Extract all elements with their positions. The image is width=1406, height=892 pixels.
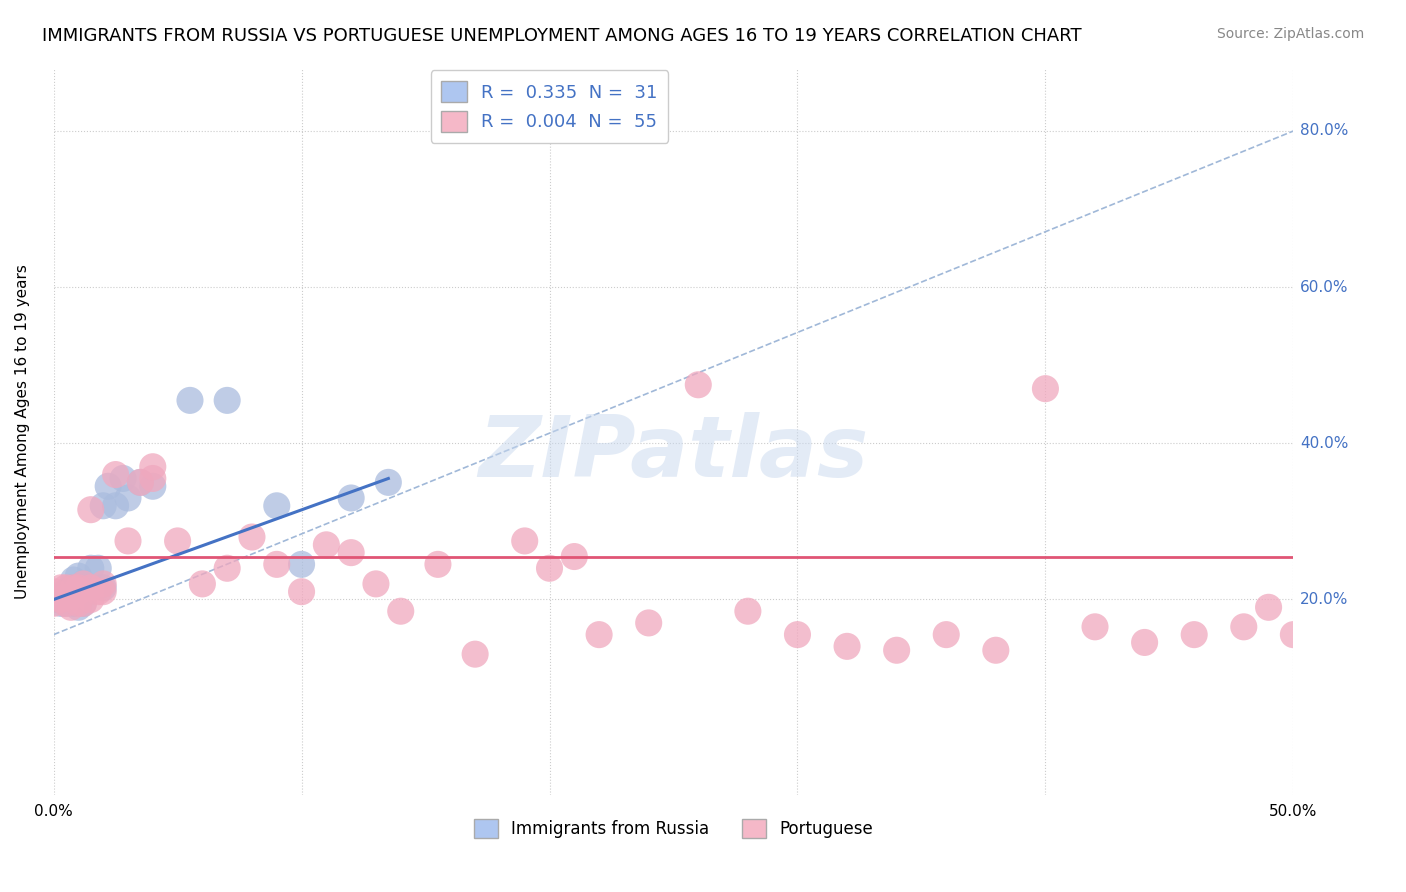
Point <box>62 573 84 587</box>
Point <box>59 581 82 595</box>
Point <box>80 581 103 595</box>
Point <box>786 627 808 641</box>
Point <box>364 577 387 591</box>
Point <box>80 561 103 575</box>
Point <box>737 604 759 618</box>
Point <box>67 600 90 615</box>
Point <box>49 581 72 595</box>
Point <box>290 584 312 599</box>
Point <box>55 581 77 595</box>
Point <box>42 592 65 607</box>
Point <box>67 581 90 595</box>
Point <box>290 558 312 572</box>
Point <box>217 561 239 575</box>
Point <box>104 499 127 513</box>
Point <box>97 479 120 493</box>
Point <box>217 393 239 408</box>
Point <box>59 600 82 615</box>
Point <box>87 561 110 575</box>
Point <box>80 581 103 595</box>
Point <box>59 584 82 599</box>
Point <box>835 640 858 654</box>
Point <box>1282 627 1305 641</box>
Point <box>80 592 103 607</box>
Point <box>72 577 94 591</box>
Point <box>129 475 152 490</box>
Point <box>91 581 114 595</box>
Point <box>562 549 585 564</box>
Point <box>112 471 135 485</box>
Point <box>72 596 94 610</box>
Point <box>142 479 165 493</box>
Point <box>1035 382 1057 396</box>
Point <box>191 577 214 591</box>
Point <box>80 502 103 516</box>
Text: 80.0%: 80.0% <box>1301 123 1348 138</box>
Point <box>55 596 77 610</box>
Point <box>389 604 412 618</box>
Text: ZIPatlas: ZIPatlas <box>478 412 869 495</box>
Point <box>1257 600 1279 615</box>
Legend: Immigrants from Russia, Portuguese: Immigrants from Russia, Portuguese <box>468 812 879 845</box>
Point <box>67 569 90 583</box>
Point <box>886 643 908 657</box>
Point <box>984 643 1007 657</box>
Point <box>588 627 610 641</box>
Point <box>67 596 90 610</box>
Point <box>240 530 263 544</box>
Point <box>67 584 90 599</box>
Text: 60.0%: 60.0% <box>1301 280 1348 294</box>
Point <box>340 546 363 560</box>
Point <box>464 647 486 661</box>
Point <box>42 596 65 610</box>
Point <box>72 596 94 610</box>
Point <box>67 581 90 595</box>
Text: IMMIGRANTS FROM RUSSIA VS PORTUGUESE UNEMPLOYMENT AMONG AGES 16 TO 19 YEARS CORR: IMMIGRANTS FROM RUSSIA VS PORTUGUESE UNE… <box>42 27 1081 45</box>
Point <box>935 627 957 641</box>
Point <box>1084 620 1107 634</box>
Point <box>142 459 165 474</box>
Y-axis label: Unemployment Among Ages 16 to 19 years: Unemployment Among Ages 16 to 19 years <box>15 264 30 599</box>
Text: 20.0%: 20.0% <box>1301 592 1348 607</box>
Point <box>166 533 188 548</box>
Point <box>340 491 363 505</box>
Text: Source: ZipAtlas.com: Source: ZipAtlas.com <box>1216 27 1364 41</box>
Point <box>266 499 288 513</box>
Text: 40.0%: 40.0% <box>1301 436 1348 450</box>
Point <box>104 467 127 482</box>
Point <box>62 596 84 610</box>
Point <box>117 533 139 548</box>
Point <box>377 475 399 490</box>
Point <box>87 584 110 599</box>
Point <box>55 584 77 599</box>
Point <box>72 577 94 591</box>
Point <box>91 584 114 599</box>
Point <box>91 577 114 591</box>
Point <box>426 558 449 572</box>
Point <box>688 377 710 392</box>
Point <box>1133 635 1156 649</box>
Point <box>538 561 561 575</box>
Point <box>513 533 536 548</box>
Point <box>49 592 72 607</box>
Point <box>142 471 165 485</box>
Point <box>62 581 84 595</box>
Point <box>179 393 201 408</box>
Point <box>315 538 337 552</box>
Point <box>91 499 114 513</box>
Point <box>117 491 139 505</box>
Point <box>129 475 152 490</box>
Point <box>49 596 72 610</box>
Point <box>1182 627 1205 641</box>
Point <box>49 589 72 603</box>
Point <box>1233 620 1256 634</box>
Point <box>637 615 659 630</box>
Point <box>55 596 77 610</box>
Point <box>266 558 288 572</box>
Point <box>42 584 65 599</box>
